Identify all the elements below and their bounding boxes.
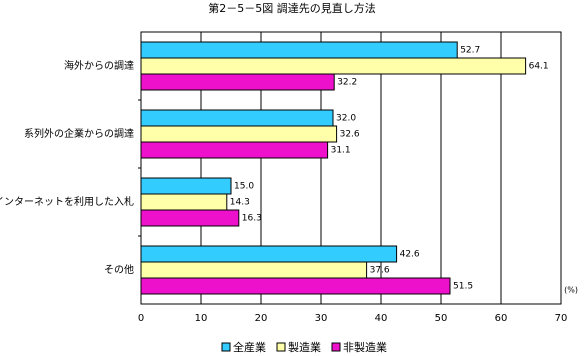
x-tick-label: 0 [138,313,144,324]
value-label: 31.1 [331,146,351,156]
y-tick-label: インターネットを利用した入札 [0,195,134,208]
legend-label: 全産業 [233,340,266,354]
y-tick-label: 海外からの調達 [64,59,134,72]
x-tick-label: 30 [315,313,328,324]
bar [140,57,527,75]
x-tick-label: 10 [195,313,208,324]
value-label: 16.3 [242,214,262,224]
value-label: 51.5 [453,282,473,292]
bar [140,41,458,59]
value-label: 15.0 [234,182,254,192]
value-label: 14.3 [230,198,250,208]
x-unit: (%) [564,286,578,295]
y-tick-label: 系列外の企業からの調達 [24,127,134,140]
value-label: 32.6 [340,130,360,140]
y-tick-label: その他 [104,263,134,276]
legend-swatch [276,342,286,352]
value-label: 37.6 [370,266,390,276]
bar [140,73,335,91]
value-label: 64.1 [529,62,549,72]
legend-swatch [331,342,341,352]
legend-label: 製造業 [288,340,321,354]
value-label: 52.7 [460,46,480,56]
bar [140,209,240,227]
value-label: 32.2 [337,78,357,88]
bar [140,125,338,143]
value-label: 32.0 [336,114,356,124]
value-label: 42.6 [400,250,420,260]
bar [140,277,451,295]
bar [140,177,232,195]
x-tick-label: 70 [555,313,568,324]
x-tick-label: 40 [375,313,388,324]
bar [140,141,329,159]
x-tick-label: 60 [495,313,508,324]
x-tick-label: 50 [435,313,448,324]
x-tick-label: 20 [255,313,268,324]
bar [140,109,334,127]
bar [140,261,368,279]
bar [140,193,228,211]
legend-swatch [221,342,231,352]
chart-title: 第2－5－5図 調達先の見直し方法 [208,1,376,15]
legend-label: 非製造業 [343,340,387,354]
bar [140,245,398,263]
